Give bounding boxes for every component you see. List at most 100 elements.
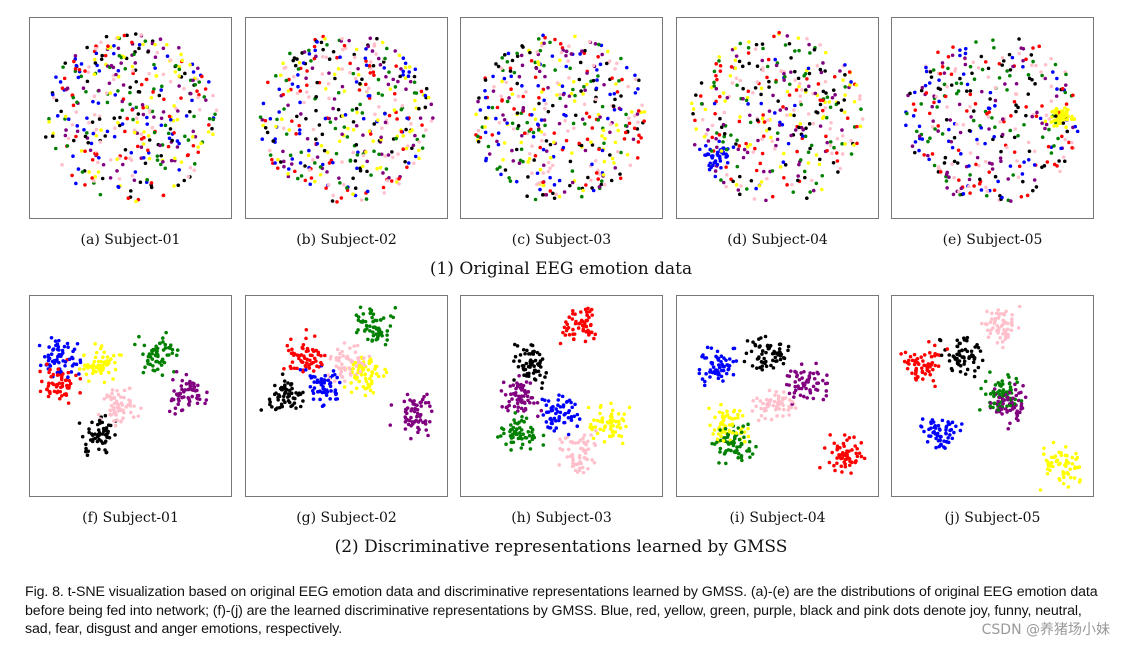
point-fear	[519, 394, 524, 398]
point-fear	[775, 137, 780, 142]
point-joy	[413, 154, 418, 159]
point-disgust	[526, 374, 531, 378]
point-fear	[428, 404, 432, 408]
point-funny	[72, 59, 76, 64]
point-fear	[332, 97, 337, 101]
point-joy	[708, 370, 712, 374]
point-sad	[959, 81, 964, 86]
point-disgust	[749, 178, 754, 183]
point-sad	[1022, 122, 1026, 127]
point-disgust	[759, 336, 763, 340]
point-joy	[1008, 164, 1013, 168]
point-fear	[512, 404, 517, 409]
point-fear	[196, 66, 200, 71]
point-neutral	[539, 130, 544, 134]
point-anger	[385, 178, 390, 183]
point-disgust	[298, 404, 303, 409]
point-funny	[297, 123, 301, 128]
point-sad	[946, 66, 950, 71]
point-disgust	[754, 42, 759, 47]
point-sad	[385, 338, 389, 342]
point-neutral	[614, 82, 618, 86]
point-disgust	[737, 174, 742, 179]
point-disgust	[516, 365, 521, 369]
point-joy	[554, 426, 559, 430]
point-sad	[538, 48, 543, 53]
point-joy	[938, 428, 942, 432]
point-anger	[577, 456, 582, 460]
point-joy	[120, 122, 125, 126]
point-anger	[348, 346, 352, 350]
point-neutral	[625, 152, 630, 157]
point-disgust	[294, 391, 298, 395]
point-sad	[79, 74, 83, 79]
point-funny	[571, 311, 575, 316]
point-funny	[500, 98, 504, 102]
point-funny	[842, 444, 846, 448]
point-neutral	[108, 45, 113, 49]
point-anger	[838, 166, 842, 171]
point-sad	[336, 90, 341, 95]
point-funny	[521, 94, 526, 99]
point-sad	[361, 312, 366, 316]
point-sad	[528, 447, 533, 451]
point-anger	[583, 456, 588, 461]
point-joy	[557, 415, 562, 419]
point-fear	[564, 49, 569, 54]
point-disgust	[635, 127, 640, 131]
point-disgust	[760, 42, 765, 46]
point-sad	[148, 355, 153, 359]
point-neutral	[353, 360, 358, 365]
point-neutral	[778, 165, 783, 169]
point-neutral	[297, 60, 302, 65]
point-neutral	[540, 90, 544, 94]
point-funny	[847, 70, 852, 74]
point-fear	[796, 174, 800, 178]
point-joy	[52, 358, 57, 363]
point-anger	[967, 184, 971, 189]
point-anger	[986, 75, 991, 79]
point-disgust	[960, 348, 964, 353]
point-funny	[910, 371, 914, 376]
point-funny	[828, 433, 832, 437]
point-disgust	[767, 85, 771, 89]
point-fear	[811, 371, 816, 376]
point-anger	[1006, 335, 1010, 340]
point-joy	[562, 413, 567, 417]
point-sad	[1026, 73, 1031, 77]
point-neutral	[614, 419, 618, 424]
point-anger	[113, 423, 118, 428]
point-sad	[722, 134, 727, 139]
point-neutral	[703, 107, 708, 112]
point-disgust	[952, 159, 957, 164]
point-fear	[569, 52, 574, 56]
point-neutral	[105, 355, 110, 359]
point-disgust	[285, 387, 289, 392]
point-fear	[811, 188, 816, 193]
point-neutral	[172, 184, 176, 188]
point-neutral	[1066, 114, 1070, 119]
point-disgust	[955, 338, 960, 343]
point-funny	[1045, 160, 1050, 164]
point-joy	[544, 403, 549, 407]
point-fear	[182, 395, 186, 399]
point-sad	[972, 77, 977, 81]
point-neutral	[1077, 465, 1082, 469]
point-fear	[421, 420, 425, 425]
point-neutral	[602, 159, 607, 164]
point-anger	[602, 182, 607, 187]
point-disgust	[537, 362, 542, 366]
point-funny	[552, 131, 557, 135]
point-disgust	[291, 396, 296, 400]
point-anger	[566, 129, 570, 133]
point-funny	[968, 191, 972, 195]
point-disgust	[760, 349, 765, 353]
point-neutral	[349, 390, 354, 395]
point-joy	[731, 372, 736, 377]
point-disgust	[999, 149, 1003, 154]
point-disgust	[781, 361, 786, 366]
point-sad	[362, 329, 367, 333]
point-funny	[56, 367, 61, 371]
point-funny	[197, 93, 201, 97]
point-anger	[110, 391, 114, 396]
